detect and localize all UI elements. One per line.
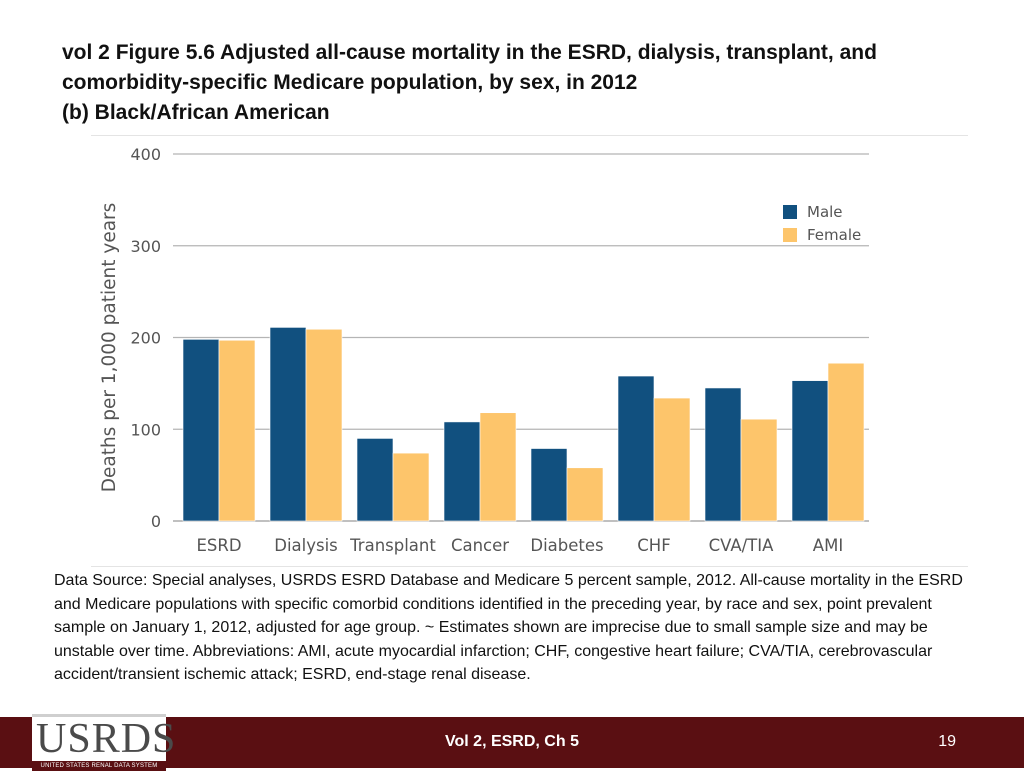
- title-line-3: (b) Black/African American: [62, 101, 330, 124]
- title-line-1: vol 2 Figure 5.6 Adjusted all-cause mort…: [62, 41, 877, 64]
- bar-male-dialysis: [269, 327, 307, 522]
- bar-chart: 0 100 200 300 400 Deaths per 1,000 patient ye…: [99, 145, 869, 555]
- y-tick-label: 300: [130, 237, 161, 256]
- x-tick-label: Cancer: [451, 536, 509, 555]
- bar-male-esrd: [182, 339, 220, 522]
- legend-label-male: Male: [807, 203, 843, 221]
- legend-swatch-male: [783, 205, 797, 219]
- logo-text: USRDS: [36, 716, 177, 762]
- bar-female-cvatia: [740, 418, 778, 522]
- usrds-logo: USRDS UNITED STATES RENAL DATA SYSTEM: [32, 714, 177, 771]
- x-tick-label: AMI: [813, 536, 843, 555]
- chart-area: 0 100 200 300 400 Deaths per 1,000 patient ye…: [91, 135, 968, 567]
- bar-male-transplant: [356, 438, 394, 522]
- legend-swatch-female: [783, 228, 797, 242]
- x-tick-label: ESRD: [196, 536, 241, 555]
- x-tick-label: Dialysis: [274, 536, 338, 555]
- bar-female-ami: [827, 362, 865, 522]
- bar-female-transplant: [392, 452, 430, 522]
- page-number: 19: [938, 733, 956, 750]
- y-tick-label: 0: [151, 512, 161, 531]
- legend-label-female: Female: [807, 226, 861, 244]
- footer-bar: [0, 717, 1024, 768]
- y-tick-label: 400: [130, 145, 161, 164]
- bar-female-dialysis: [305, 328, 343, 522]
- bar-male-cancer: [443, 421, 481, 522]
- title-line-2: comorbidity-specific Medicare population…: [62, 71, 638, 94]
- footer-chapter-label: Vol 2, ESRD, Ch 5: [445, 733, 579, 750]
- bar-male-diabetes: [530, 448, 568, 522]
- bar-male-ami: [791, 380, 829, 522]
- y-axis-label: Deaths per 1,000 patient years: [99, 203, 120, 493]
- bar-female-chf: [653, 397, 691, 522]
- data-source-note: Data Source: Special analyses, USRDS ESR…: [54, 572, 963, 683]
- y-tick-label: 100: [130, 420, 161, 439]
- bar-male-cvatia: [704, 387, 742, 522]
- x-tick-label: CVA/TIA: [709, 536, 775, 555]
- logo-subtitle: UNITED STATES RENAL DATA SYSTEM: [32, 761, 166, 771]
- x-tick-label: CHF: [637, 536, 670, 555]
- x-tick-label: Transplant: [349, 536, 436, 555]
- x-tick-label: Diabetes: [530, 536, 603, 555]
- bar-male-chf: [617, 375, 655, 522]
- figure-title: vol 2 Figure 5.6 Adjusted all-cause mort…: [62, 38, 982, 128]
- bar-female-cancer: [479, 412, 517, 522]
- y-tick-label: 200: [130, 329, 161, 348]
- bar-female-esrd: [218, 339, 256, 522]
- bar-female-diabetes: [566, 467, 604, 522]
